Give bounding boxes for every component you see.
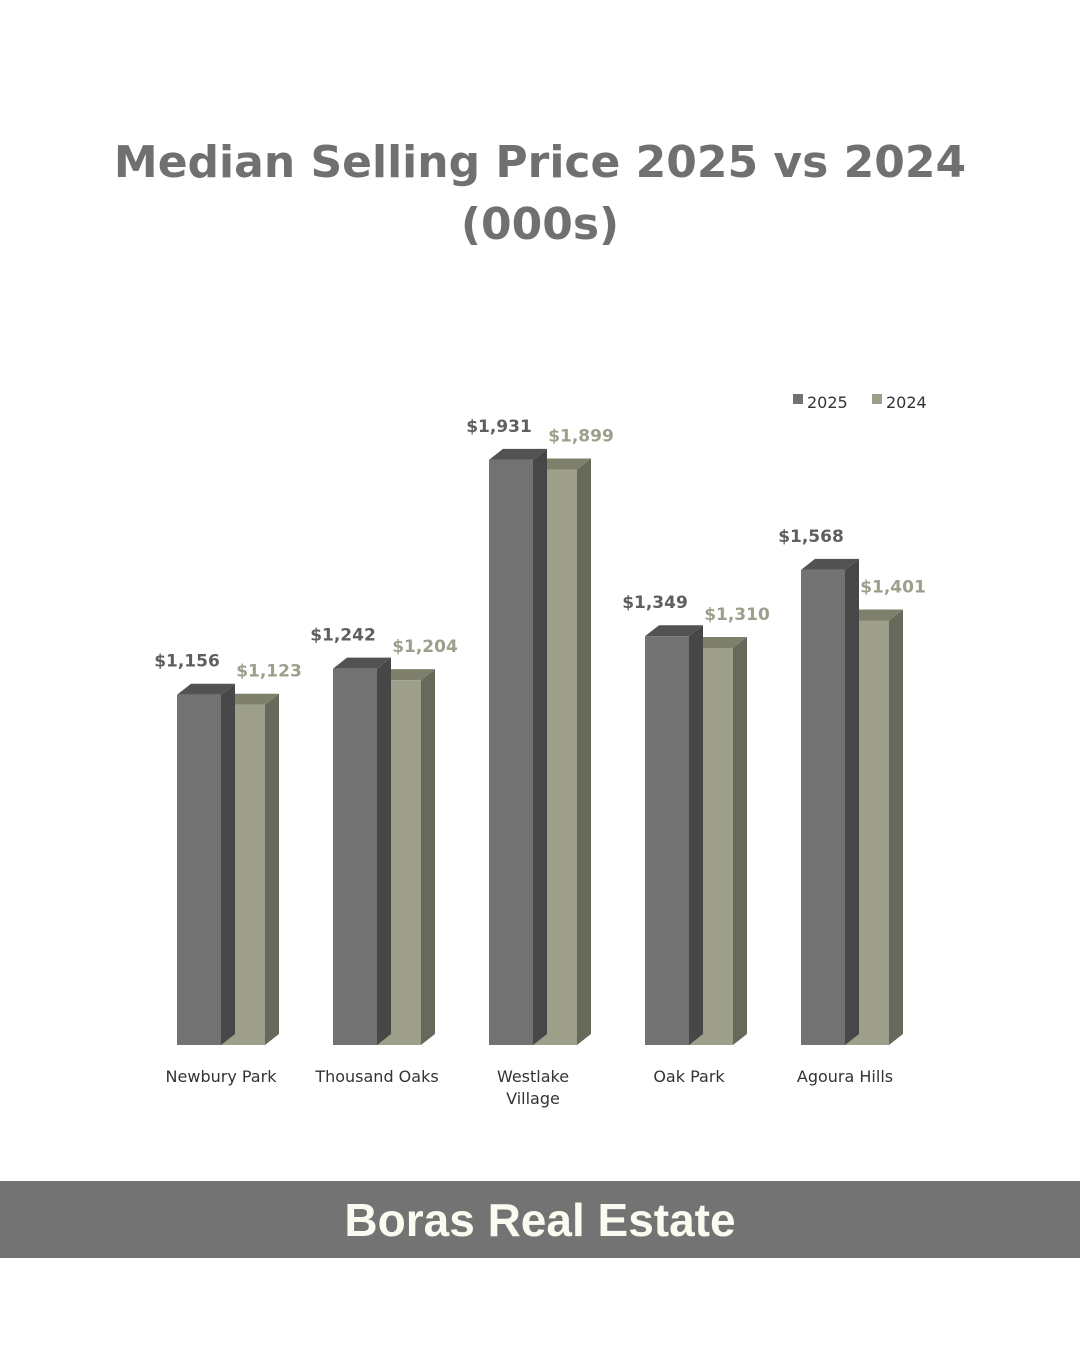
bar-side-2025-oak-park xyxy=(689,625,703,1045)
bar-side-2024-oak-park xyxy=(733,637,747,1045)
bar-side-2024-westlake-village xyxy=(577,458,591,1045)
data-label-2024-agoura-hills: $1,401 xyxy=(860,577,926,597)
bar-top-2025-oak-park xyxy=(645,625,703,637)
bar-2025-oak-park xyxy=(645,636,689,1045)
bar-top-2025-westlake-village xyxy=(489,448,547,460)
x-tick-label-westlake-village-1: Westlake xyxy=(497,1067,569,1086)
bar-2025-westlake-village xyxy=(489,459,533,1045)
data-label-2024-newbury-park: $1,123 xyxy=(236,662,302,682)
x-tick-label-westlake-village-2: Village xyxy=(506,1089,560,1108)
x-tick-label-oak-park: Oak Park xyxy=(653,1067,725,1086)
bar-top-2024-agoura-hills xyxy=(845,609,903,621)
bar-top-2025-newbury-park xyxy=(177,683,235,695)
bar-side-2025-agoura-hills xyxy=(845,558,859,1045)
data-label-2025-oak-park: $1,349 xyxy=(622,593,688,613)
x-tick-label-thousand-oaks: Thousand Oaks xyxy=(314,1067,438,1086)
x-tick-label-agoura-hills: Agoura Hills xyxy=(797,1067,893,1086)
bar-top-2024-westlake-village xyxy=(533,458,591,470)
chart-title-line-1: Median Selling Price 2025 vs 2024 xyxy=(113,137,967,188)
legend-label-2025: 2025 xyxy=(807,393,848,412)
x-tick-label-newbury-park: Newbury Park xyxy=(166,1067,278,1086)
bar-2025-thousand-oaks xyxy=(333,668,377,1045)
legend-label-2024: 2024 xyxy=(886,393,927,412)
bar-side-2024-newbury-park xyxy=(265,693,279,1045)
data-label-2025-agoura-hills: $1,568 xyxy=(778,527,844,547)
bar-chart: $1,156 $1,123 $1,242 $1,204 $1,931 $1,899 $1,3… xyxy=(154,393,927,1108)
brand-name: Boras Real Estate xyxy=(344,1193,736,1246)
legend-swatch-2024 xyxy=(872,394,882,404)
bar-side-2025-newbury-park xyxy=(221,683,235,1045)
bar-side-2024-agoura-hills xyxy=(889,609,903,1045)
data-label-2025-newbury-park: $1,156 xyxy=(154,652,220,672)
bar-side-2025-thousand-oaks xyxy=(377,657,391,1045)
bar-2025-newbury-park xyxy=(177,694,221,1045)
data-label-2025-thousand-oaks: $1,242 xyxy=(310,626,376,646)
bar-top-2024-newbury-park xyxy=(221,693,279,705)
bar-2025-agoura-hills xyxy=(801,569,845,1045)
data-label-2025-westlake-village: $1,931 xyxy=(466,417,532,437)
data-label-2024-thousand-oaks: $1,204 xyxy=(392,637,458,657)
legend-swatch-2025 xyxy=(793,394,803,404)
bar-side-2025-westlake-village xyxy=(533,448,547,1045)
bar-top-2025-agoura-hills xyxy=(801,558,859,570)
chart-title-line-2: (000s) xyxy=(460,199,620,250)
data-label-2024-oak-park: $1,310 xyxy=(704,605,770,625)
bar-top-2024-thousand-oaks xyxy=(377,669,435,681)
data-label-2024-westlake-village: $1,899 xyxy=(548,427,614,447)
bar-top-2024-oak-park xyxy=(689,637,747,649)
footer-banner: Boras Real Estate xyxy=(0,1181,1080,1258)
bar-top-2025-thousand-oaks xyxy=(333,657,391,669)
bar-side-2024-thousand-oaks xyxy=(421,669,435,1045)
chart-title: Median Selling Price 2025 vs 2024 (000s) xyxy=(0,132,1080,256)
